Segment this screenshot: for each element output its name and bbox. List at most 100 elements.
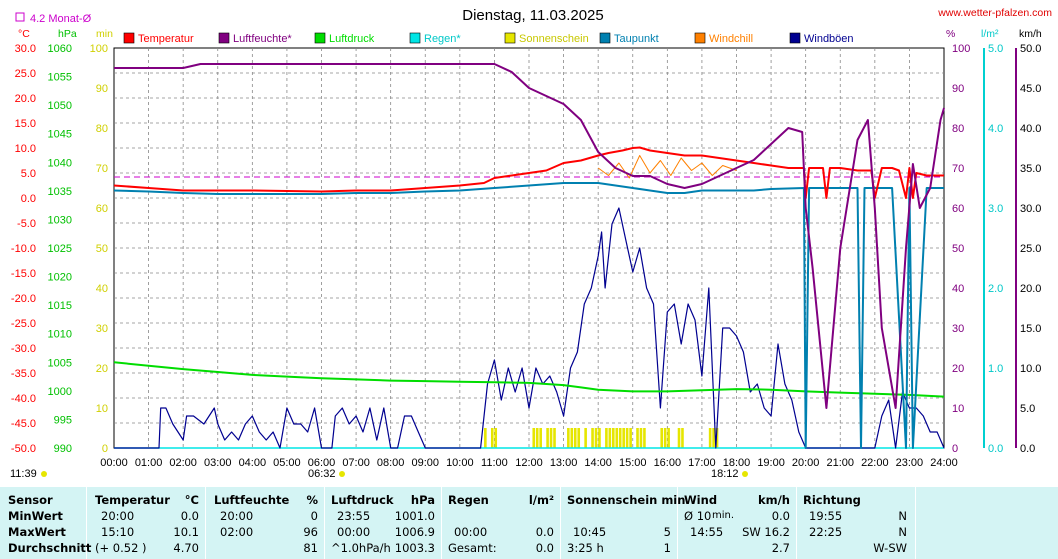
stats-temperatur-head: Temperatur [95,493,170,507]
y-tick-label: 990 [54,443,72,455]
y-tick-label: 25.0 [15,68,36,80]
y-tick-label: 1000 [48,386,72,398]
stats-luftfeuchte-max-value: 96 [303,525,318,539]
y-tick-label: 90 [952,83,964,95]
y-tick-label: 60 [952,203,964,215]
y-tick-label: 1040 [48,157,72,169]
stats-luftfeuchte: Luftfeuchte % 20:00 0 02:00 96 81 [206,487,325,559]
legend-label: Temperatur [138,33,194,45]
x-tick-label: 05:00 [273,457,301,469]
y-tick-label: 40 [952,283,964,295]
stats-luftdruck-head: Luftdruck [331,493,394,507]
stats-luftdruck-trend: ^1.0hPa/h [331,541,391,555]
stats-richtung-min-time: 19:55 [809,509,843,523]
y-tick-label: 0.0 [21,193,36,205]
stats-sensor-head: Sensor [8,493,53,507]
sunshine-bar [591,428,594,448]
site-link[interactable]: www.wetter-pfalzen.com [937,7,1052,19]
sunshine-bar [598,428,601,448]
stats-regen-total-label: Gesamt: [448,541,497,555]
sunrise-icon [339,471,345,477]
chart-axes: °C 30.0 25.0 20.0 15.0 10.0 5.0 0.0 -5.0 -10.0 -15… [11,28,1042,455]
sunshine-bar [577,428,581,448]
y-tick-label: 25.0 [1020,243,1041,255]
stats-regen-max-value: 0.0 [535,525,554,539]
y-tick-label: 1060 [48,43,72,55]
y-tick-label: 1035 [48,186,72,198]
y-tick-label: 70 [96,163,108,175]
sunshine-bar [708,428,712,448]
sunshine-bar [546,428,549,448]
left-time-sun-icon [41,471,47,477]
y-tick-label: -10.0 [11,243,36,255]
sunshine-bar [667,428,670,448]
y-tick-label: 15.0 [15,118,36,130]
x-tick-label: 13:00 [550,457,578,469]
y-tick-label: 80 [96,123,108,135]
stats-temperatur-min-value: 0.0 [180,509,199,523]
sunshine-bar [615,428,619,448]
sunshine-bar [663,428,667,448]
stats-wind-unit: km/h [757,493,790,507]
x-tick-label: 00:00 [100,457,128,469]
y-tick-label: 1010 [48,329,72,341]
sunshine-bar [715,428,719,448]
stats-regen-total-value: 0.0 [535,541,554,555]
stats-richtung-max-time: 22:25 [809,525,843,539]
y-axis-unit: % [946,28,955,40]
stats-richtung-avg-value: W-SW [873,541,907,555]
y-tick-label: 15.0 [1020,323,1041,335]
x-tick-label: 04:00 [239,457,267,469]
sunshine-bar [532,428,536,448]
y-tick-label: -40.0 [11,393,36,405]
y-axis-unit: km/h [1019,28,1042,40]
stats-richtung: Richtung 19:55 N 22:25 N W-SW [797,487,916,559]
stats-sonnenschein-max-value: 5 [663,525,671,539]
legend-swatch [218,32,230,44]
y-tick-label: 1005 [48,357,72,369]
stats-regen-unit: l/m² [528,493,554,507]
statistics-table: Sensor MinWert MaxWert Durchschnitt Temp… [0,487,1058,559]
sunshine-bar [625,428,629,448]
sunrise-time: 06:32 [308,468,336,480]
y-tick-label: 0 [102,443,108,455]
sunshine-bar [584,428,587,448]
x-tick-label: 07:00 [342,457,370,469]
sunshine-bar [622,428,625,448]
y-tick-label: 70 [952,163,964,175]
series-line-temperatur [113,146,944,199]
x-axis-labels: 00:00 01:00 02:00 03:00 04:00 05:00 06:00 07:00… [100,457,958,469]
sunshine-bar [608,428,612,448]
left-time: 11:39 [10,468,37,480]
stats-wind-avg-label: Ø 10 [684,509,712,523]
monthly-avg-label: 4.2 Monat-Ø [30,13,92,25]
sunshine-bar [570,428,574,448]
stats-luftdruck-max-value: 1006.9 [394,525,435,539]
stats-wind-min-value: 0.0 [771,509,790,523]
stats-richtung-head: Richtung [803,493,861,507]
stats-luftfeuchte-max-time: 02:00 [220,525,254,539]
y-tick-label: 100 [90,43,108,55]
sunshine-bar [660,428,664,448]
y-tick-label: 1055 [48,72,72,84]
legend-swatch [789,32,801,44]
y-tick-label: 1025 [48,243,72,255]
stats-luftdruck-unit: hPa [410,493,435,507]
stats-wind-max-value: SW 16.2 [742,525,790,539]
series-line-windchill [597,155,737,179]
stats-regen-head: Regen [448,493,489,507]
stats-wind-max-time: 14:55 [690,525,724,539]
stats-luftfeuchte-unit: % [306,493,318,507]
y-axis-unit: min [96,28,113,40]
stats-luftfeuchte-avg-value: 81 [303,541,318,555]
y-tick-label: 1030 [48,214,72,226]
stats-temperatur-avg-value: 4.70 [173,541,199,555]
x-tick-label: 20:00 [792,457,820,469]
sunset-icon [742,471,748,477]
x-tick-label: 19:00 [757,457,785,469]
stats-temperatur-unit: °C [184,493,199,507]
chart-series [113,63,945,449]
stats-row-min: MinWert [8,509,63,523]
y-tick-label: 5.0 [1020,403,1035,415]
legend-swatch [599,32,611,44]
